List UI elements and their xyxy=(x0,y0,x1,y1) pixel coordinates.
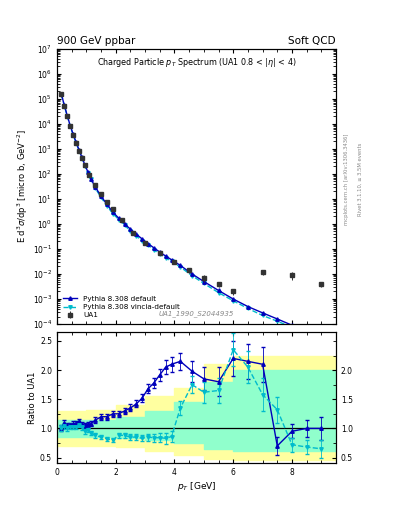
Pythia 8.308 vincia-default xyxy=(116,217,121,223)
Text: mcplots.cern.ch [arXiv:1306.3436]: mcplots.cern.ch [arXiv:1306.3436] xyxy=(344,134,349,225)
Pythia 8.308 vincia-default xyxy=(122,222,127,228)
Text: Soft QCD: Soft QCD xyxy=(288,36,336,46)
Pythia 8.308 vincia-default xyxy=(163,255,168,261)
Pythia 8.308 default xyxy=(110,209,115,215)
Pythia 8.308 vincia-default xyxy=(169,258,174,264)
Text: 900 GeV ppbar: 900 GeV ppbar xyxy=(57,36,135,46)
Pythia 8.308 default xyxy=(260,310,265,316)
Pythia 8.308 vincia-default xyxy=(202,281,206,287)
Pythia 8.308 vincia-default xyxy=(146,242,151,248)
Pythia 8.308 vincia-default xyxy=(260,312,265,318)
Pythia 8.308 vincia-default xyxy=(158,251,162,257)
Pythia 8.308 default xyxy=(163,253,168,259)
Pythia 8.308 default xyxy=(202,279,206,285)
Pythia 8.308 vincia-default xyxy=(190,273,195,279)
Pythia 8.308 vincia-default xyxy=(99,194,103,200)
Pythia 8.308 default xyxy=(80,155,84,161)
Text: Charged Particle $p_T$ Spectrum (UA1 0.8 < |$\eta$| < 4): Charged Particle $p_T$ Spectrum (UA1 0.8… xyxy=(97,55,296,69)
Pythia 8.308 vincia-default xyxy=(88,176,93,182)
Pythia 8.308 default xyxy=(62,102,67,109)
Pythia 8.308 default xyxy=(152,245,156,251)
Pythia 8.308 default xyxy=(65,113,70,119)
Text: UA1_1990_S2044935: UA1_1990_S2044935 xyxy=(159,310,234,317)
Pythia 8.308 vincia-default xyxy=(59,91,64,97)
Line: Pythia 8.308 vincia-default: Pythia 8.308 vincia-default xyxy=(60,93,323,341)
Pythia 8.308 vincia-default xyxy=(246,305,250,311)
Pythia 8.308 default xyxy=(68,122,73,129)
Pythia 8.308 vincia-default xyxy=(134,233,139,239)
Pythia 8.308 vincia-default xyxy=(83,163,87,169)
Pythia 8.308 vincia-default xyxy=(152,247,156,253)
Pythia 8.308 default xyxy=(116,215,121,221)
Legend: Pythia 8.308 default, Pythia 8.308 vincia-default, UA1: Pythia 8.308 default, Pythia 8.308 vinci… xyxy=(61,293,182,321)
Pythia 8.308 default xyxy=(134,231,139,237)
Pythia 8.308 default xyxy=(231,296,235,302)
Pythia 8.308 default xyxy=(122,221,127,227)
Pythia 8.308 vincia-default xyxy=(216,290,221,296)
Pythia 8.308 default xyxy=(77,147,81,153)
Y-axis label: Ratio to UA1: Ratio to UA1 xyxy=(28,372,37,424)
Pythia 8.308 default xyxy=(140,236,145,242)
Pythia 8.308 vincia-default xyxy=(80,155,84,161)
Pythia 8.308 default xyxy=(178,262,183,268)
Pythia 8.308 vincia-default xyxy=(65,113,70,119)
Pythia 8.308 vincia-default xyxy=(290,324,294,330)
Text: Rivet 3.1.10, ≥ 3.5M events: Rivet 3.1.10, ≥ 3.5M events xyxy=(358,142,363,216)
X-axis label: $p_T$ [GeV]: $p_T$ [GeV] xyxy=(177,480,216,493)
Pythia 8.308 vincia-default xyxy=(231,297,235,304)
Pythia 8.308 default xyxy=(128,226,133,232)
Pythia 8.308 vincia-default xyxy=(178,264,183,270)
Pythia 8.308 default xyxy=(71,131,75,137)
Pythia 8.308 default xyxy=(216,287,221,293)
Pythia 8.308 default xyxy=(88,176,93,182)
Pythia 8.308 default xyxy=(83,162,87,168)
Pythia 8.308 default xyxy=(85,169,90,175)
Pythia 8.308 vincia-default xyxy=(85,169,90,176)
Pythia 8.308 default xyxy=(290,322,294,328)
Pythia 8.308 default xyxy=(319,334,324,340)
Pythia 8.308 vincia-default xyxy=(74,140,79,146)
Pythia 8.308 vincia-default xyxy=(140,238,145,244)
Pythia 8.308 default xyxy=(93,184,97,190)
Pythia 8.308 default xyxy=(146,241,151,247)
Pythia 8.308 vincia-default xyxy=(304,330,309,336)
Pythia 8.308 default xyxy=(304,329,309,335)
Pythia 8.308 default xyxy=(105,201,109,207)
Pythia 8.308 vincia-default xyxy=(110,210,115,217)
Pythia 8.308 vincia-default xyxy=(71,132,75,138)
Pythia 8.308 default xyxy=(158,249,162,255)
Pythia 8.308 default xyxy=(99,193,103,199)
Pythia 8.308 vincia-default xyxy=(128,228,133,234)
Y-axis label: E d$^3\sigma$/dp$^3$ [micro b, GeV$^{-2}$]: E d$^3\sigma$/dp$^3$ [micro b, GeV$^{-2}… xyxy=(16,130,30,243)
Pythia 8.308 vincia-default xyxy=(62,103,67,109)
Line: Pythia 8.308 default: Pythia 8.308 default xyxy=(60,93,323,339)
Pythia 8.308 default xyxy=(169,257,174,263)
Pythia 8.308 default xyxy=(59,91,64,97)
Pythia 8.308 vincia-default xyxy=(68,123,73,129)
Pythia 8.308 vincia-default xyxy=(105,203,109,209)
Pythia 8.308 vincia-default xyxy=(275,318,280,324)
Pythia 8.308 vincia-default xyxy=(93,185,97,191)
Pythia 8.308 vincia-default xyxy=(319,336,324,342)
Pythia 8.308 default xyxy=(74,139,79,145)
Pythia 8.308 default xyxy=(246,304,250,310)
Pythia 8.308 default xyxy=(275,316,280,322)
Pythia 8.308 vincia-default xyxy=(77,147,81,154)
Pythia 8.308 default xyxy=(190,271,195,277)
